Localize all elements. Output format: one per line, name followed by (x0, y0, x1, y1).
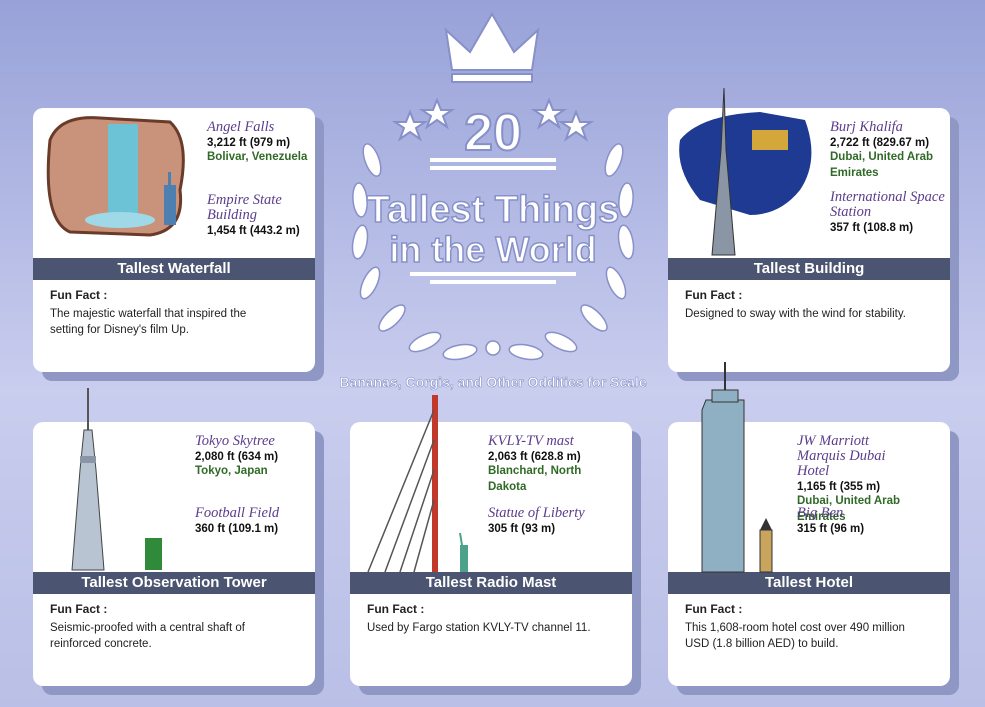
title-line: in the World (389, 229, 596, 270)
item-height: 305 ft (93 m) (488, 523, 556, 535)
rules (410, 158, 576, 284)
item-name: KVLY-TV mast (488, 433, 574, 449)
item-name: Angel Falls (207, 119, 275, 135)
item-location: Bolivar, Venezuela (207, 151, 308, 163)
card: JW Marriott Marquis Dubai Hotel 1,165 ft … (668, 422, 950, 686)
item-height: 360 ft (109.1 m) (195, 523, 279, 535)
item-name: Empire State Building (207, 192, 282, 223)
item-location: Tokyo, Japan (195, 465, 268, 477)
item: Angel Falls 3,212 ft (979 m) Bolivar, Vene… (207, 120, 329, 165)
number: 20 (464, 104, 522, 162)
fun-fact-label: Fun Fact : (367, 602, 425, 616)
item-name: Statue of Liberty (488, 505, 585, 521)
item-name: Football Field (195, 505, 280, 521)
card: Burj Khalifa 2,722 ft (829.67 m) Dubai, Un… (668, 108, 950, 372)
item: KVLY-TV mast 2,063 ft (628.8 m) Blanchard,… (488, 434, 610, 495)
item: Burj Khalifa 2,722 ft (829.67 m) Dubai, Un… (830, 120, 952, 181)
fun-fact-label: Fun Fact : (50, 288, 108, 302)
item-height: 357 ft (108.8 m) (830, 222, 914, 234)
fun-fact: The majestic waterfall that inspired the… (50, 308, 247, 336)
item-name: International Space Station (830, 189, 945, 220)
category-banner: Tallest Hotel (668, 572, 950, 594)
crown (391, 12, 595, 142)
item-height: 1,454 ft (443.2 m) (207, 225, 300, 237)
item-location: Dubai, United Arab Emirates (830, 151, 934, 179)
item-height: 315 ft (96 m) (797, 523, 865, 535)
item: Big Ben 315 ft (96 m) (797, 505, 919, 536)
category-banner: Tallest Building (668, 258, 950, 280)
card: Angel Falls 3,212 ft (979 m) Bolivar, Vene… (33, 108, 315, 372)
fun-fact-label: Fun Fact : (50, 602, 108, 616)
card: Tokyo Skytree 2,080 ft (634 m) Tokyo, Japa… (33, 422, 315, 686)
category-banner: Tallest Observation Tower (33, 572, 315, 594)
title-line: Tallest Things (367, 189, 620, 231)
item-height: 2,080 ft (634 m) (195, 451, 279, 463)
item-name: Burj Khalifa (830, 119, 903, 135)
card: KVLY-TV mast 2,063 ft (628.8 m) Blanchard,… (350, 422, 632, 686)
fun-fact: Used by Fargo station KVLY-TV channel 11… (367, 622, 591, 634)
fun-fact: Seismic-proofed with a central shaft of … (50, 622, 245, 650)
item: Empire State Building 1,454 ft (443.2 m) (207, 192, 329, 238)
item-location: Dubai, United Arab Emirates (797, 495, 901, 523)
item-location: Blanchard, North Dakota (488, 465, 582, 493)
item: Football Field 360 ft (109.1 m) (195, 505, 317, 536)
fun-fact-label: Fun Fact : (685, 288, 743, 302)
item: International Space Station 357 ft (108.8… (830, 189, 952, 235)
fun-fact: This 1,608-room hotel cost over 490 mill… (685, 622, 905, 650)
category-banner: Tallest Waterfall (33, 258, 315, 280)
item-name: Big Ben (797, 505, 844, 521)
item-name: Tokyo Skytree (195, 433, 275, 449)
item: JW Marriott Marquis Dubai Hotel 1,165 ft … (797, 434, 919, 525)
fun-fact-label: Fun Fact : (685, 602, 743, 616)
item-height: 2,063 ft (628.8 m) (488, 451, 581, 463)
fun-fact: Designed to sway with the wind for stabi… (685, 308, 906, 320)
item: Tokyo Skytree 2,080 ft (634 m) Tokyo, Japa… (195, 434, 317, 479)
item-name: JW Marriott Marquis Dubai Hotel (797, 433, 886, 479)
subtitle: Bananas, Corgis, and Other Oddities for … (339, 374, 647, 390)
item-height: 3,212 ft (979 m) (207, 137, 291, 149)
item-height: 2,722 ft (829.67 m) (830, 137, 930, 149)
category-banner: Tallest Radio Mast (350, 572, 632, 594)
item: Statue of Liberty 305 ft (93 m) (488, 505, 610, 536)
item-height: 1,165 ft (355 m) (797, 481, 881, 493)
laurel (351, 143, 635, 361)
